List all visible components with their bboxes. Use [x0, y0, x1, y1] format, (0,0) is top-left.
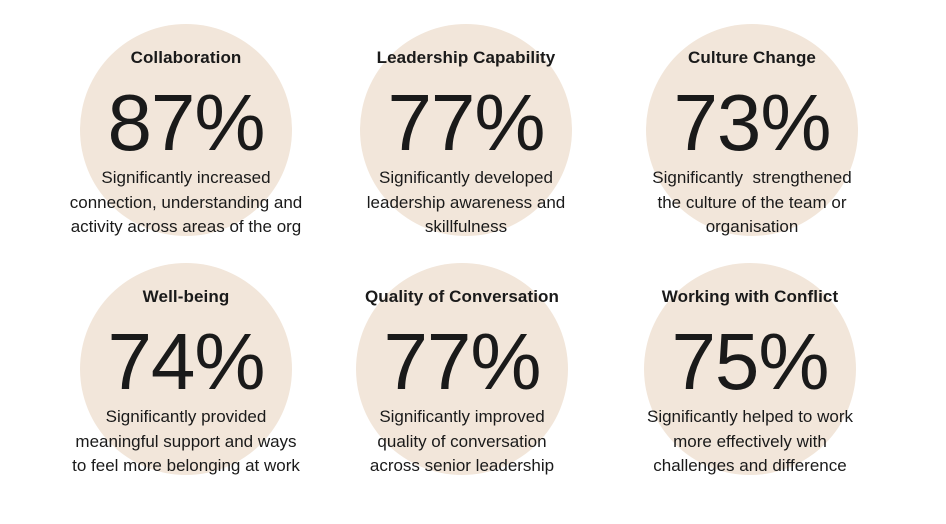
stat-percentage: 77%	[387, 78, 545, 167]
stat-title: Well-being	[142, 287, 230, 306]
stat-description-line: meaningful support and ways	[75, 431, 297, 451]
stat-description-line: activity across areas of the org	[70, 217, 302, 236]
stat-percentage: 77%	[383, 317, 541, 406]
stat-percentage: 74%	[107, 317, 265, 406]
stat-title: Culture Change	[688, 48, 816, 67]
stat-description-line: Significantly provided	[105, 407, 267, 426]
stat-percentage: 73%	[673, 78, 831, 167]
stat-description-line: Significantly developed	[379, 168, 553, 187]
stat-description-line: Significantly helped to work	[646, 407, 853, 426]
stat-title: Collaboration	[130, 48, 242, 67]
stat-quality-of-conversation: Quality of Conversation 77% Significantl…	[322, 239, 602, 479]
stat-circle	[360, 24, 572, 236]
stat-description-line: challenges and difference	[653, 456, 847, 475]
stat-description-line: across senior leadership	[369, 456, 555, 475]
stat-description-line: leadership awareness and	[366, 192, 566, 212]
stat-description-line: quality of conversation	[377, 431, 547, 451]
stat-circle	[356, 263, 568, 475]
stat-description-line: Significantly strengthened	[652, 168, 852, 187]
stat-description-line: to feel more belonging at work	[72, 456, 300, 475]
stat-circle	[644, 263, 856, 475]
stat-collaboration: Collaboration 87% Significantly increase…	[46, 0, 326, 240]
stat-description: Significantly developed leadership aware…	[326, 166, 606, 240]
stat-circle	[80, 24, 292, 236]
stat-well-being: Well-being 74% Significantly provided me…	[46, 239, 326, 479]
stat-title: Quality of Conversation	[364, 287, 560, 306]
stat-leadership-capability: Leadership Capability 77% Significantly …	[326, 0, 606, 240]
stat-description-line: more effectively with	[673, 431, 827, 451]
stat-culture-change: Culture Change 73% Significantly strengt…	[612, 0, 892, 240]
stat-percentage: 87%	[107, 78, 265, 167]
stat-description: Significantly helped to work more effect…	[610, 405, 890, 479]
stat-description: Significantly improved quality of conver…	[322, 405, 602, 479]
stat-description-line: Significantly improved	[379, 407, 545, 426]
stat-description-line: connection, understanding and	[69, 192, 303, 212]
stat-circle	[80, 263, 292, 475]
stat-description-line: Significantly increased	[101, 168, 271, 187]
stat-description-line: skillfulness	[424, 217, 508, 236]
stat-description-line: the culture of the team or	[657, 192, 847, 212]
stat-percentage: 75%	[671, 317, 829, 406]
stat-working-with-conflict: Working with Conflict 75% Significantly …	[610, 239, 890, 479]
stat-description: Significantly provided meaningful suppor…	[46, 405, 326, 479]
stat-title: Leadership Capability	[376, 48, 556, 67]
stat-circle	[646, 24, 858, 236]
stat-description: Significantly strengthened the culture o…	[612, 166, 892, 240]
stat-title: Working with Conflict	[661, 287, 839, 306]
stat-description-line: organisation	[705, 217, 799, 236]
stat-description: Significantly increased connection, unde…	[46, 166, 326, 240]
